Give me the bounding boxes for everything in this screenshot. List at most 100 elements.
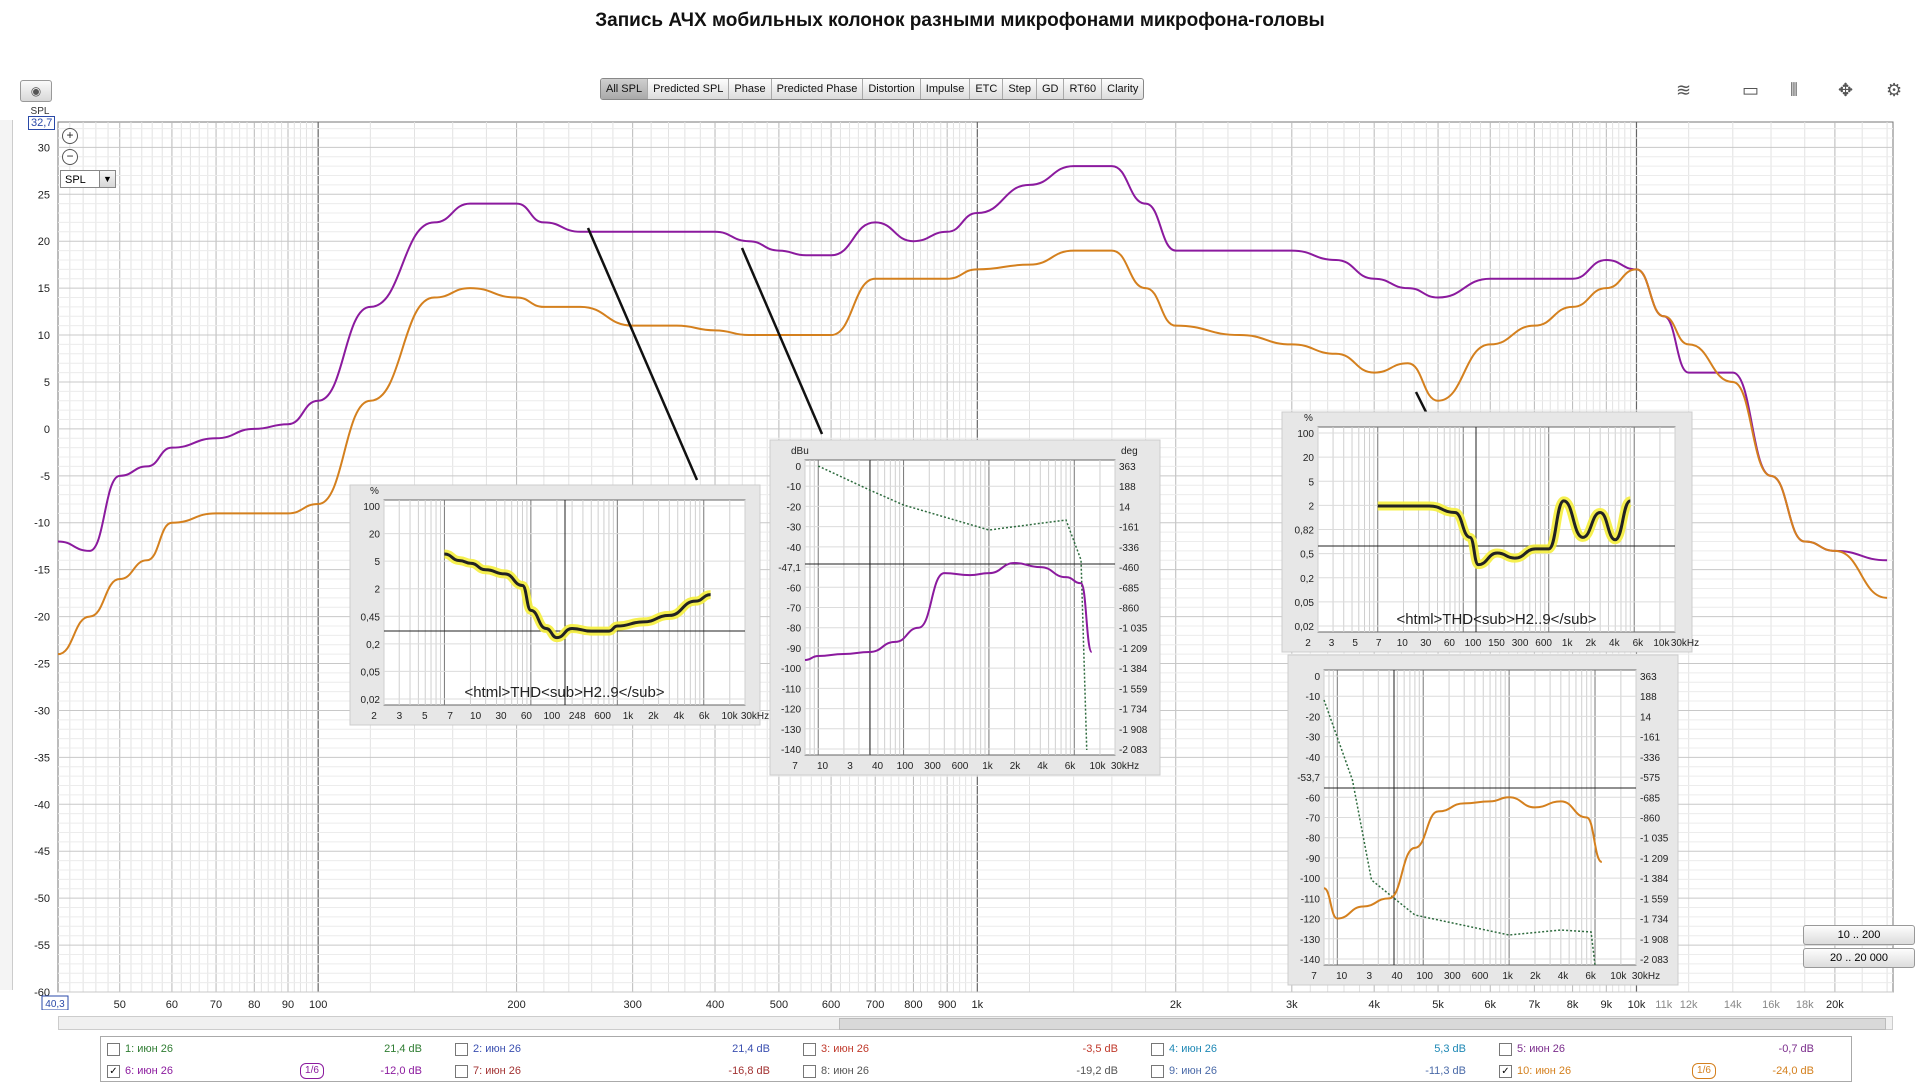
legend-row: 1: июн 26 21,4 dB 2: июн 26 21,4 dB 3: июн 2… — [101, 1039, 1851, 1059]
inset-y-tick: 0,02 — [1295, 622, 1315, 633]
x-tick-label: 18k — [1796, 999, 1814, 1010]
x-tick-label: 14k — [1724, 999, 1742, 1010]
range-20-20000-button[interactable]: 20 .. 20 000 — [1803, 948, 1915, 968]
x-tick-label: 200 — [507, 999, 525, 1010]
move-icon[interactable]: ✥ — [1838, 80, 1854, 100]
inset-y2-tick: -1 908 — [1640, 935, 1669, 946]
legend-value: -0,7 dB — [1778, 1043, 1814, 1055]
y-tick-label: -30 — [34, 705, 50, 717]
tab-rt60[interactable]: RT60 — [1064, 79, 1103, 99]
tab-etc[interactable]: ETC — [970, 79, 1004, 99]
inset-thd-left: 100 20 5 2 0,45 0,2 0,05 0,02 2 3 5 7 10 30 60 100 248 60… — [349, 484, 769, 726]
zoom-in-button[interactable]: + — [62, 128, 78, 144]
inset-y-tick: 0 — [795, 462, 801, 473]
horizontal-scrollbar[interactable] — [58, 1016, 1893, 1030]
legend-checkbox[interactable]: ✓ — [107, 1065, 120, 1078]
legend-checkbox[interactable] — [803, 1043, 816, 1056]
inset-y-tick: 0,05 — [1295, 598, 1315, 609]
y-tick-label: -50 — [34, 893, 50, 905]
inset-phase-line — [817, 465, 1088, 751]
legend-checkbox[interactable] — [1151, 1043, 1164, 1056]
tab-impulse[interactable]: Impulse — [921, 79, 971, 99]
legend-smoothing[interactable]: 1/6 — [287, 1063, 337, 1079]
legend-name: 6: июн 26 — [125, 1065, 173, 1077]
tab-gd[interactable]: GD — [1037, 79, 1065, 99]
inset-x-tick: 248 — [569, 711, 586, 722]
inset-x-tick: 2 — [371, 711, 377, 722]
window-icon[interactable]: ▭ — [1742, 80, 1760, 100]
inset-y2-tick: -1 384 — [1119, 664, 1148, 675]
capture-button[interactable]: ◉ — [20, 80, 52, 102]
inset-y-tick: -70 — [1306, 814, 1321, 825]
tab-predicted-spl[interactable]: Predicted SPL — [648, 79, 730, 99]
x-tick-label: 16k — [1762, 999, 1780, 1010]
inset-x-tick: 2k — [1530, 971, 1542, 982]
x-tick-label: 100 — [309, 999, 327, 1010]
inset-y-tick: -80 — [787, 624, 802, 635]
inset-y2-tick: 14 — [1119, 502, 1131, 513]
range-10-200-button[interactable]: 10 .. 200 — [1803, 925, 1915, 945]
inset-y2-tick: -1 559 — [1119, 684, 1148, 695]
tab-clarity[interactable]: Clarity — [1107, 83, 1139, 95]
legend-value: 21,4 dB — [384, 1043, 422, 1055]
legend-checkbox[interactable] — [1499, 1043, 1512, 1056]
inset-x-tick: 3 — [397, 711, 403, 722]
traces-icon[interactable]: ≋ — [1676, 80, 1692, 100]
y-tick-label: 20 — [38, 236, 50, 248]
inset-x-tick: 30kHz — [1632, 971, 1660, 982]
inset-y-tick: -140 — [1300, 955, 1320, 966]
legend-checkbox[interactable] — [455, 1043, 468, 1056]
inset-y2-tick: 14 — [1640, 712, 1652, 723]
inset-y2-tick: -685 — [1640, 793, 1660, 804]
inset-x-tick: 6k — [1585, 971, 1597, 982]
inset-y2-tick: -1 035 — [1119, 624, 1148, 635]
inset-x-tick: 5 — [1352, 638, 1358, 649]
gear-icon[interactable]: ⚙ — [1886, 80, 1903, 100]
inset-x-tick: 7 — [1311, 971, 1317, 982]
inset-x-tick: 7 — [447, 711, 453, 722]
inset-x-tick: 2k — [1010, 761, 1022, 772]
tab-distortion[interactable]: Distortion — [863, 79, 921, 99]
mode-select-value: SPL — [65, 174, 86, 186]
inset-y-tick: 0 — [1314, 672, 1320, 683]
inset-phase-line — [1323, 699, 1596, 966]
inset-y2-tick: -336 — [1119, 543, 1139, 554]
pointer-lines — [586, 227, 1428, 481]
legend-checkbox[interactable]: ✓ — [1499, 1065, 1512, 1078]
inset-y-tick: 0,05 — [361, 667, 381, 678]
inset-x-tick: 10 — [817, 761, 829, 772]
inset-y2-tick: -2 083 — [1119, 745, 1148, 756]
legend-checkbox[interactable] — [803, 1065, 816, 1078]
inset-y-tick: -140 — [781, 745, 801, 756]
mode-select[interactable]: SPL ▼ — [60, 170, 116, 188]
legend-value: -19,2 dB — [1076, 1065, 1118, 1077]
inset-x-tick: 300 — [1444, 971, 1461, 982]
legend-checkbox[interactable] — [107, 1043, 120, 1056]
vertical-scrollbar[interactable] — [0, 120, 13, 990]
inset-y-label: % — [370, 486, 379, 497]
y-tick-label: 10 — [38, 330, 50, 342]
tab-all-spl[interactable]: All SPL — [601, 79, 649, 99]
legend-name: 7: июн 26 — [473, 1065, 521, 1077]
zoom-out-button[interactable]: − — [62, 149, 78, 165]
spl-top-value[interactable]: 32,7 — [28, 116, 56, 130]
inset-y2-tick: -161 — [1640, 733, 1660, 744]
inset-x-tick: 4k — [1558, 971, 1570, 982]
tab-phase[interactable]: Phase — [729, 79, 772, 99]
inset-y-tick: -47,1 — [778, 563, 801, 574]
legend-checkbox[interactable] — [455, 1065, 468, 1078]
legend-checkbox[interactable] — [1151, 1065, 1164, 1078]
inset-y2-tick: 363 — [1119, 462, 1136, 473]
inset-x-tick: 1k — [1502, 971, 1514, 982]
scrollbar-thumb[interactable] — [839, 1018, 1886, 1030]
tab-step[interactable]: Step — [1003, 79, 1037, 99]
pointer-line — [1414, 391, 1428, 413]
y-tick-label: -25 — [34, 659, 50, 671]
legend-value: -3,5 dB — [1082, 1043, 1118, 1055]
inset-y2-tick: -336 — [1640, 753, 1660, 764]
tab-predicted-phase[interactable]: Predicted Phase — [772, 79, 864, 99]
grid-icon[interactable]: ⦀ — [1790, 80, 1798, 100]
legend-smoothing[interactable]: 1/6 — [1679, 1063, 1729, 1079]
inset-y-label: % — [1304, 413, 1313, 424]
inset-x-tick: 10 — [1397, 638, 1409, 649]
